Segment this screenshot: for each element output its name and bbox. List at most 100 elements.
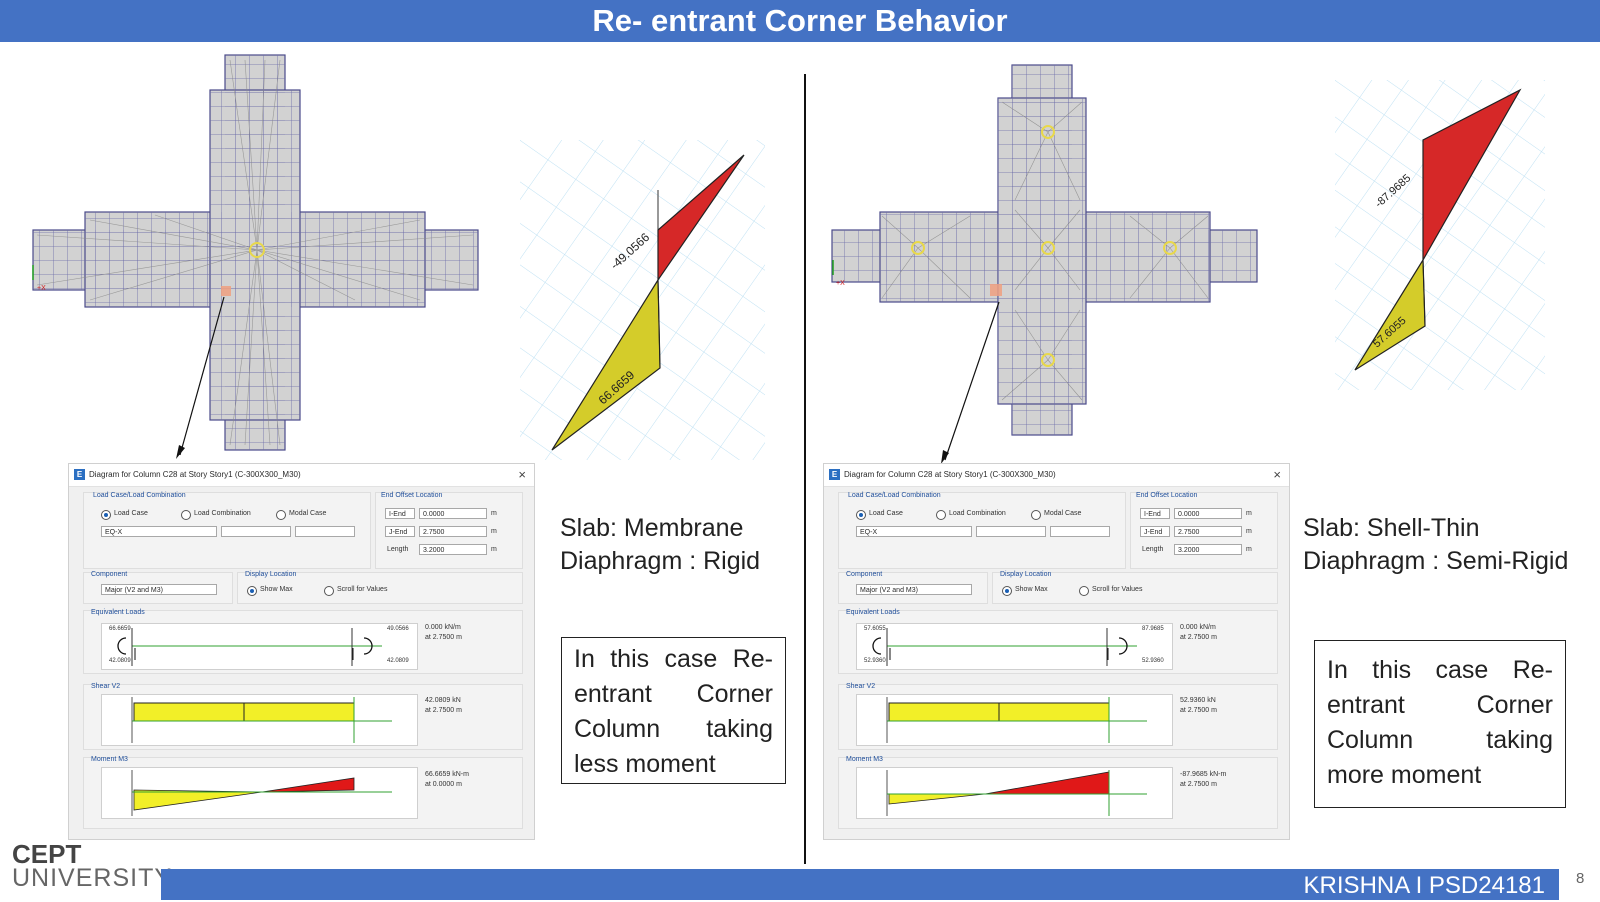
logo-line-2: UNIVERSITY (12, 864, 173, 892)
radio-modal-case-label: Modal Case (1044, 510, 1082, 517)
j-end-field[interactable]: 2.7500 (419, 526, 487, 537)
moment-plot (856, 767, 1173, 819)
radio-scroll-values[interactable] (1079, 586, 1089, 596)
shear-plot (856, 694, 1173, 746)
radio-modal-case[interactable] (1031, 510, 1041, 520)
shear-value-2: at 2.7500 m (1180, 707, 1217, 714)
note-line-3: Column taking (1327, 726, 1553, 754)
radio-scroll-values-label: Scroll for Values (337, 586, 388, 593)
equivalent-loads-label: Equivalent Loads (846, 609, 900, 616)
slab-info-right: Slab: Shell-Thin Diaphragm : Semi-Rigid (1303, 512, 1568, 578)
note-line-3: Column taking (574, 715, 773, 743)
radio-load-case[interactable] (101, 510, 111, 520)
radio-load-case[interactable] (856, 510, 866, 520)
shear-value-2: at 2.7500 m (425, 707, 462, 714)
unit-m-1: m (491, 510, 497, 517)
component-select[interactable]: Major (V2 and M3) (856, 584, 972, 595)
eq-value-2: at 2.7500 m (425, 634, 462, 641)
i-end-field[interactable]: 0.0000 (419, 508, 487, 519)
eq-left-top: 66.6659 (109, 626, 131, 632)
slab-type: Slab: Shell-Thin (1303, 514, 1480, 542)
moment-label: Moment M3 (91, 756, 128, 763)
dialog-title: Diagram for Column C28 at Story Story1 (… (89, 470, 301, 479)
floor-plan-left: +X (32, 54, 479, 451)
dialog-titlebar: E Diagram for Column C28 at Story Story1… (69, 464, 534, 487)
component-group-label: Component (846, 571, 883, 578)
shear-value-1: 42.0809 kN (425, 697, 461, 704)
eq-value-1: 0.000 kN/m (1180, 624, 1216, 631)
svg-text:+X: +X (37, 285, 46, 292)
equivalent-loads-plot (101, 623, 418, 670)
radio-scroll-values[interactable] (324, 586, 334, 596)
diaphragm-type: Diaphragm : Semi-Rigid (1303, 547, 1569, 575)
i-end-label: I-End (1140, 508, 1170, 519)
length-label: Length (387, 546, 409, 553)
moment-value-2: at 0.0000 m (425, 781, 462, 788)
note-line-4: more moment (1327, 761, 1482, 789)
equivalent-loads-graphic (117, 628, 382, 666)
app-icon: E (74, 469, 85, 480)
empty-field-1[interactable] (976, 526, 1046, 537)
equivalent-loads-label: Equivalent Loads (91, 609, 145, 616)
component-group-label: Component (91, 571, 128, 578)
empty-field-1[interactable] (221, 526, 291, 537)
close-icon[interactable]: × (1273, 467, 1281, 482)
note-line-1: In this case Re- (1327, 656, 1553, 684)
i-end-label: I-End (385, 508, 415, 519)
empty-field-2[interactable] (1050, 526, 1110, 537)
empty-field-2[interactable] (295, 526, 355, 537)
slide-title: Re- entrant Corner Behavior (0, 0, 1600, 42)
end-offset-group-label: End Offset Location (1136, 492, 1198, 499)
dialog-titlebar: E Diagram for Column C28 at Story Story1… (824, 464, 1289, 487)
unit-m-2: m (1246, 528, 1252, 535)
pointer-arrow-left (176, 296, 225, 459)
eq-left-top: 57.6055 (864, 626, 886, 632)
shear-plot (101, 694, 418, 746)
radio-scroll-values-label: Scroll for Values (1092, 586, 1143, 593)
note-line-1: In this case Re- (574, 645, 773, 673)
close-icon[interactable]: × (518, 467, 526, 482)
eq-right-bottom: 42.0809 (387, 658, 409, 664)
footer-bar: KRISHNA I PSD24181 (161, 869, 1559, 900)
unit-m-3: m (1246, 546, 1252, 553)
eq-right-bottom: 52.9360 (1142, 658, 1164, 664)
load-case-select[interactable]: EQ-X (101, 526, 217, 537)
i-end-field[interactable]: 0.0000 (1174, 508, 1242, 519)
moment-plot (101, 767, 418, 819)
component-select[interactable]: Major (V2 and M3) (101, 584, 217, 595)
radio-load-combination[interactable] (936, 510, 946, 520)
eq-value-1: 0.000 kN/m (425, 624, 461, 631)
floor-plan-right: +X (831, 64, 1258, 436)
radio-modal-case[interactable] (276, 510, 286, 520)
length-field[interactable]: 3.2000 (1174, 544, 1242, 555)
column-diagram-dialog-left: E Diagram for Column C28 at Story Story1… (68, 463, 535, 840)
load-case-group-label: Load Case/Load Combination (93, 492, 186, 499)
radio-show-max[interactable] (1002, 586, 1012, 596)
radio-load-combination[interactable] (181, 510, 191, 520)
moment-diagram-left: -49.0566 66.6659 (520, 140, 765, 460)
end-offset-group-label: End Offset Location (381, 492, 443, 499)
radio-load-combination-label: Load Combination (949, 510, 1006, 517)
note-line-2: entrant Corner (1327, 691, 1553, 719)
display-location-label: Display Location (245, 571, 297, 578)
equivalent-loads-graphic (872, 628, 1137, 666)
vertical-divider (804, 74, 806, 864)
eq-value-2: at 2.7500 m (1180, 634, 1217, 641)
note-box-right: In this case Re- entrant Corner Column t… (1314, 640, 1566, 808)
diaphragm-type: Diaphragm : Rigid (560, 547, 761, 575)
load-case-select[interactable]: EQ-X (856, 526, 972, 537)
eq-left-bottom: 42.0809 (109, 658, 131, 664)
pointer-arrow-right (941, 301, 1000, 464)
moment-graphic (131, 770, 392, 816)
j-end-field[interactable]: 2.7500 (1174, 526, 1242, 537)
note-line-4: less moment (574, 750, 716, 778)
display-location-group (992, 572, 1278, 604)
length-field[interactable]: 3.2000 (419, 544, 487, 555)
radio-modal-case-label: Modal Case (289, 510, 327, 517)
j-end-label: J-End (385, 526, 415, 537)
eq-right-top: 87.9685 (1142, 626, 1164, 632)
radio-show-max[interactable] (247, 586, 257, 596)
eq-right-top: 49.0566 (387, 626, 409, 632)
footer-author: KRISHNA I PSD24181 (1303, 872, 1545, 899)
radio-show-max-label: Show Max (260, 586, 293, 593)
